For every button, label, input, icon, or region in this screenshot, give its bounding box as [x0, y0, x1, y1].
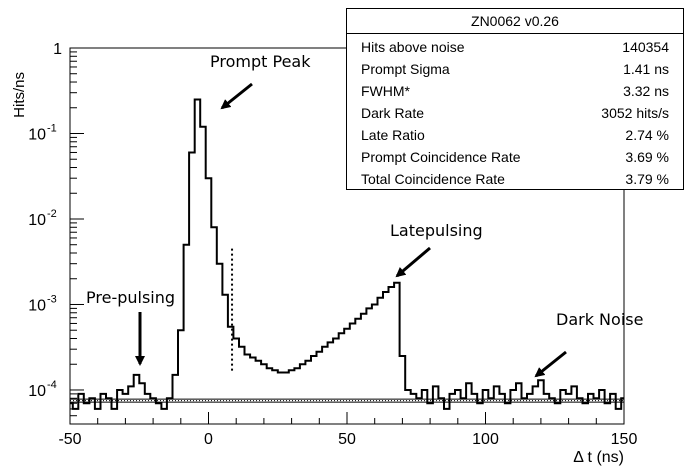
stats-value: 3.69 %: [625, 149, 669, 165]
arrow-dark-noise: [534, 350, 567, 378]
stats-row: FWHM* 3.32 ns: [347, 80, 683, 102]
stats-row: Dark Rate 3052 hits/s: [347, 102, 683, 124]
stats-value: 3.32 ns: [623, 83, 669, 99]
annotation-dark-noise: Dark Noise: [556, 310, 644, 329]
stats-label: Prompt Sigma: [361, 61, 450, 77]
y-tick-exponent: -3: [47, 293, 57, 305]
stats-row: Total Coincidence Rate 3.79 %: [347, 168, 683, 190]
stats-value: 3.79 %: [625, 171, 669, 187]
y-tick-label: 1: [53, 41, 62, 58]
dark-noise-band: [70, 398, 624, 403]
x-tick-label: 150: [611, 431, 638, 448]
annotation-prompt-peak: Prompt Peak: [210, 52, 311, 71]
y-tick-exponent: -2: [47, 208, 57, 220]
x-axis-title: Δ t (ns): [573, 449, 624, 466]
stats-row: Prompt Sigma 1.41 ns: [347, 58, 683, 80]
x-tick-label: 100: [472, 431, 499, 448]
x-tick-label: 0: [204, 431, 213, 448]
annotation-prepulsing: Pre-pulsing: [86, 288, 176, 307]
y-tick-label: 10: [28, 297, 46, 314]
stats-row: Hits above noise 140354: [347, 36, 683, 58]
stats-label: Late Ratio: [361, 127, 425, 143]
stats-title: ZN0062 v0.26: [347, 9, 683, 34]
x-tick-label: 50: [338, 431, 356, 448]
annotation-latepulsing: Latepulsing: [390, 221, 483, 240]
y-tick-label: 10: [28, 383, 46, 400]
x-axis: -50 0 50 100 150: [58, 412, 637, 448]
y-tick-exponent: -4: [47, 379, 57, 391]
stats-label: Total Coincidence Rate: [361, 171, 505, 187]
stats-value: 2.74 %: [625, 127, 669, 143]
stats-value: 140354: [622, 39, 669, 55]
stats-value: 3052 hits/s: [601, 105, 669, 121]
stats-label: Hits above noise: [361, 39, 465, 55]
stats-row: Prompt Coincidence Rate 3.69 %: [347, 146, 683, 168]
x-tick-label: -50: [58, 431, 81, 448]
stats-label: Dark Rate: [361, 105, 425, 121]
y-axis-title: Hits/ns: [11, 72, 28, 118]
arrow-prompt-peak: [220, 82, 253, 110]
stats-label: Prompt Coincidence Rate: [361, 149, 521, 165]
y-tick-label: 10: [28, 126, 46, 143]
stats-box: ZN0062 v0.26 Hits above noise 140354 Pro…: [346, 8, 684, 190]
stats-value: 1.41 ns: [623, 61, 669, 77]
series-line: [70, 98, 624, 410]
arrow-latepulsing: [395, 246, 431, 278]
stats-label: FWHM*: [361, 83, 410, 99]
y-axis: 110-110-210-310-4: [28, 41, 84, 425]
stats-row: Late Ratio 2.74 %: [347, 124, 683, 146]
y-tick-label: 10: [28, 212, 46, 229]
y-tick-exponent: -1: [47, 122, 57, 134]
